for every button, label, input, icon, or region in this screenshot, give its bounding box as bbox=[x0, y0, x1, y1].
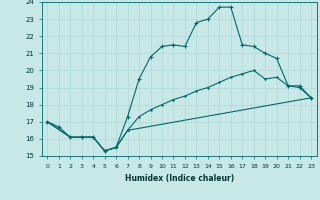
X-axis label: Humidex (Indice chaleur): Humidex (Indice chaleur) bbox=[124, 174, 234, 183]
